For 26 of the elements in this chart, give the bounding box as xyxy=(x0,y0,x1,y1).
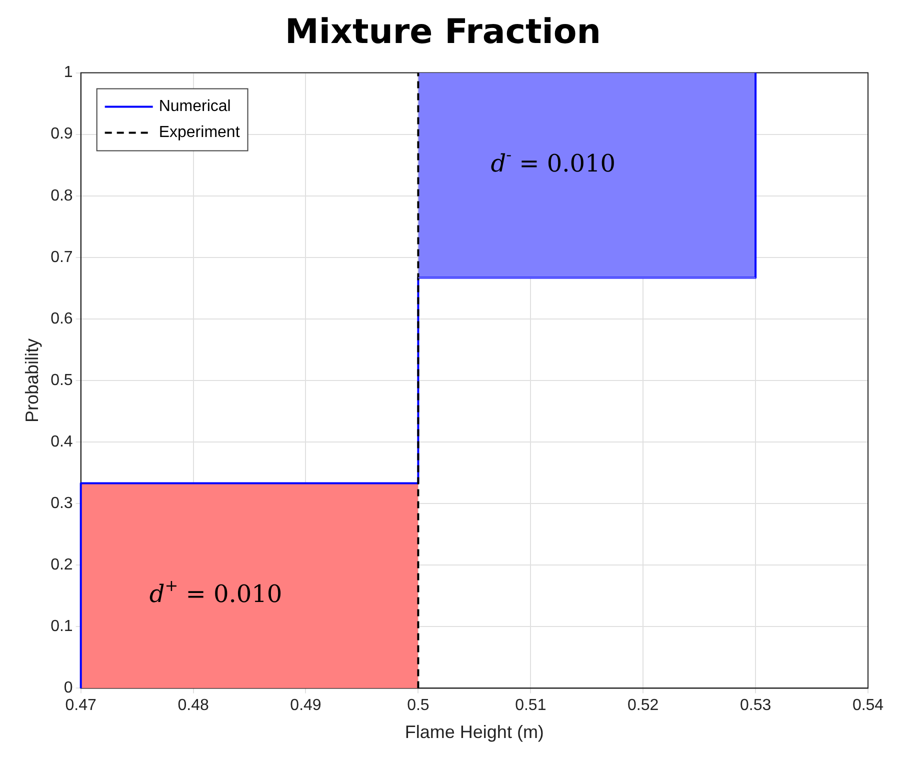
y-tick-label: 1 xyxy=(64,64,73,82)
x-tick-label: 0.49 xyxy=(290,697,322,714)
y-tick-label: 0.6 xyxy=(50,310,73,328)
x-tick-label: 0.47 xyxy=(65,697,97,714)
legend-label: Experiment xyxy=(158,124,240,142)
y-tick-label: 0 xyxy=(64,680,73,697)
y-tick-label: 0.5 xyxy=(50,372,73,389)
y-tick-label: 0.9 xyxy=(50,126,73,143)
y-tick-label: 0.4 xyxy=(50,433,73,450)
x-tick-label: 0.51 xyxy=(515,697,546,714)
x-tick-label: 0.54 xyxy=(852,697,884,714)
y-tick-label: 0.8 xyxy=(50,187,73,204)
y-tick-label: 0.2 xyxy=(50,556,73,574)
x-axis-title: Flame Height (m) xyxy=(404,722,544,742)
y-tick-label: 0.3 xyxy=(50,494,73,512)
y-tick-label: 0.7 xyxy=(50,248,73,266)
annotation: d+ = 0.010 xyxy=(149,576,282,608)
annotation: d- = 0.010 xyxy=(490,145,616,178)
x-tick-label: 0.53 xyxy=(740,697,772,714)
y-axis-title: Probability xyxy=(22,338,42,423)
legend-label: Numerical xyxy=(158,98,231,116)
chart-title: Mixture Fraction xyxy=(285,12,601,52)
x-tick-label: 0.48 xyxy=(178,697,209,714)
y-tick-label: 0.1 xyxy=(50,618,73,636)
x-tick-label: 0.52 xyxy=(628,697,659,714)
x-tick-label: 0.5 xyxy=(407,697,430,714)
